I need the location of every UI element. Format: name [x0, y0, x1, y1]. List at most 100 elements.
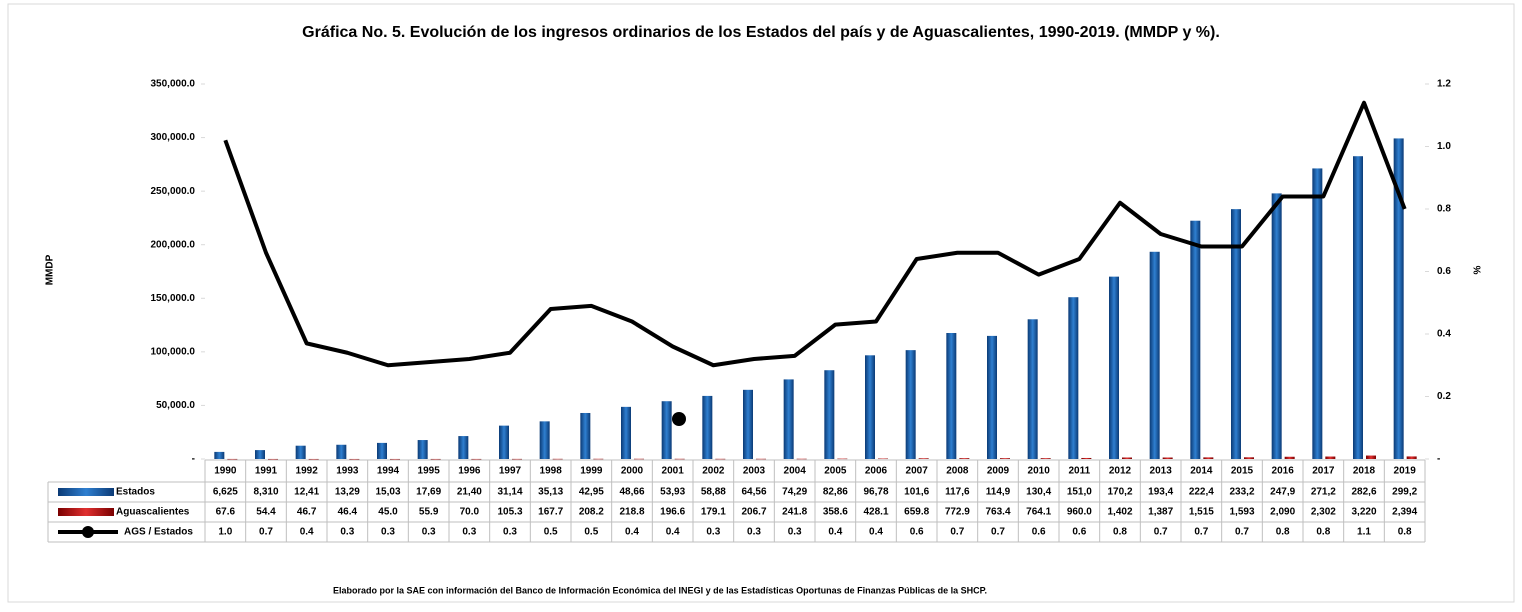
bar	[783, 379, 794, 459]
bar	[539, 421, 550, 459]
bar	[255, 450, 265, 459]
bar	[918, 458, 929, 459]
table-value: 130,4	[1026, 487, 1051, 498]
table-value: 42,95	[579, 487, 604, 498]
x-tick-label: 2012	[1109, 466, 1132, 477]
bar	[1284, 456, 1295, 459]
table-value: 151,0	[1067, 487, 1092, 498]
table-value: 21,40	[457, 487, 482, 498]
table-value: 0.3	[503, 527, 517, 538]
y-tick-label: 250,000.0	[151, 186, 196, 197]
table-value: 241.8	[782, 507, 807, 518]
table-value: 101,6	[904, 487, 929, 498]
table-value: 2,302	[1311, 507, 1336, 518]
bar	[756, 458, 766, 460]
table-value: 222,4	[1189, 487, 1214, 498]
table-value: 763.4	[985, 507, 1010, 518]
bar	[1406, 456, 1417, 459]
table-value: 358.6	[823, 507, 848, 518]
y-tick-label: 300,000.0	[151, 132, 196, 143]
y2-axis-label: %	[1473, 265, 1484, 274]
bar	[1231, 209, 1241, 459]
table-value: 218.8	[619, 507, 644, 518]
bar	[1068, 297, 1079, 459]
table-value: 0.4	[666, 527, 680, 538]
x-tick-label: 2000	[621, 466, 644, 477]
table-value: 3,220	[1351, 507, 1376, 518]
table-value: 179.1	[701, 507, 726, 518]
x-tick-label: 2009	[987, 466, 1010, 477]
bar	[349, 458, 360, 460]
x-tick-label: 1992	[296, 466, 319, 477]
bar	[715, 458, 726, 460]
table-value: 233,2	[1229, 487, 1254, 498]
legend-swatch	[58, 508, 114, 516]
x-tick-label: 2014	[1190, 466, 1213, 477]
table-value: 0.6	[910, 527, 924, 538]
bar	[987, 335, 997, 459]
y2-tick-label: -	[1437, 454, 1440, 465]
x-tick-label: 1996	[458, 466, 481, 477]
line	[223, 100, 1407, 368]
y-tick-label: 100,000.0	[151, 346, 196, 357]
bar	[417, 440, 428, 459]
bar	[308, 458, 319, 460]
table-value: 0.4	[828, 527, 842, 538]
table-value: 0.7	[1154, 527, 1168, 538]
table-value: 208.2	[579, 507, 604, 518]
table-value: 271,2	[1311, 487, 1336, 498]
bar	[471, 458, 482, 460]
table-value: 74,29	[782, 487, 807, 498]
x-tick-label: 2004	[784, 466, 807, 477]
x-tick-label: 2001	[662, 466, 685, 477]
bar	[743, 389, 753, 459]
table-value: 1,593	[1229, 507, 1254, 518]
legend-label: Estados	[116, 487, 155, 498]
table-value: 167.7	[538, 507, 563, 518]
table-value: 46.4	[338, 507, 358, 518]
y-tick-label: 200,000.0	[151, 239, 196, 250]
table-value: 0.7	[259, 527, 273, 538]
x-tick-label: 1994	[377, 466, 400, 477]
bar	[865, 355, 875, 459]
y2-tick-label: 0.6	[1437, 266, 1451, 277]
table-value: 1,387	[1148, 507, 1173, 518]
y2-tick-label: 0.2	[1437, 391, 1451, 402]
table-value: 0.4	[869, 527, 883, 538]
bar	[377, 442, 387, 459]
x-tick-label: 1995	[418, 466, 441, 477]
bar	[878, 458, 888, 460]
table-value: 0.7	[950, 527, 964, 538]
table-value: 17,69	[416, 487, 441, 498]
table-value: 96,78	[863, 487, 888, 498]
table-value: 0.7	[1194, 527, 1208, 538]
table-value: 1.1	[1357, 527, 1371, 538]
table-value: 2,394	[1392, 507, 1417, 518]
table-value: 299,2	[1392, 487, 1417, 498]
table-value: 117,6	[945, 487, 970, 498]
table-value: 105.3	[497, 507, 522, 518]
y-tick-label: 50,000.0	[156, 400, 195, 411]
x-tick-label: 1999	[580, 466, 603, 477]
bar	[580, 412, 591, 459]
x-tick-label: 2018	[1353, 466, 1376, 477]
x-tick-label: 2015	[1231, 466, 1254, 477]
table-value: 0.7	[1235, 527, 1249, 538]
table-value: 772.9	[945, 507, 970, 518]
table-value: 0.3	[422, 527, 436, 538]
bar	[1366, 455, 1376, 459]
bar	[634, 458, 644, 460]
x-tick-label: 2003	[743, 466, 766, 477]
bar	[1393, 138, 1404, 459]
x-tick-label: 1990	[214, 466, 237, 477]
table-value: 1.0	[218, 527, 232, 538]
table-value: 13,29	[335, 487, 360, 498]
table-value: 64,56	[741, 487, 766, 498]
x-tick-label: 2005	[824, 466, 847, 477]
table-value: 0.8	[1276, 527, 1290, 538]
x-tick-label: 2017	[1312, 466, 1335, 477]
table-value: 114,9	[986, 487, 1011, 498]
table-value: 8,310	[253, 487, 278, 498]
bar	[1109, 276, 1119, 459]
